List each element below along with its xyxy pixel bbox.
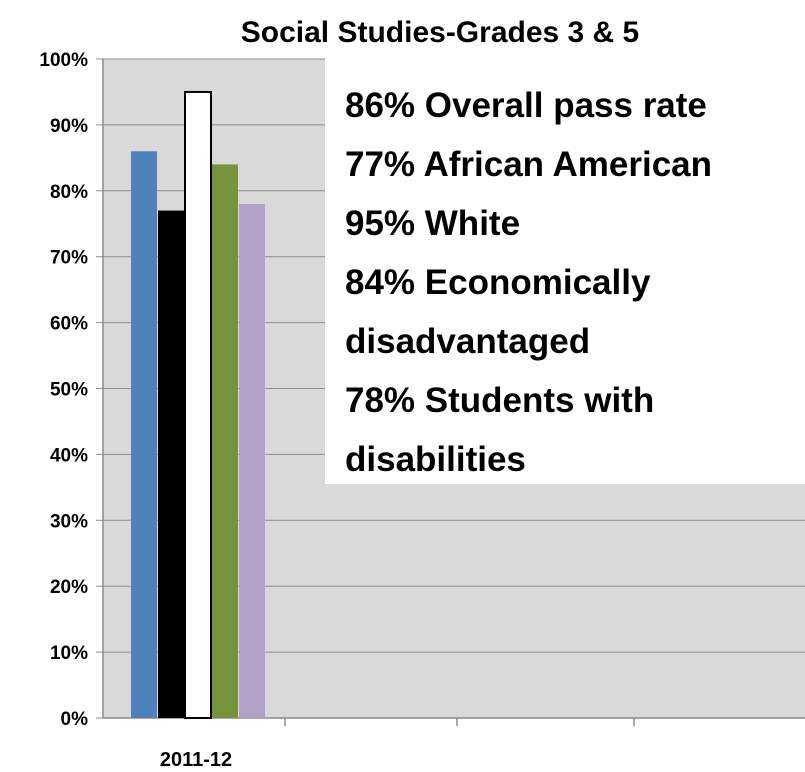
bars (131, 90, 265, 719)
y-tick-label: 0% (61, 709, 89, 730)
annotation-line: 84% Economically (345, 263, 651, 302)
annotation-line: disabilities (345, 440, 526, 479)
annotation-line: 78% Students with (345, 381, 655, 420)
annotation-line: 86% Overall pass rate (345, 86, 707, 125)
bar (158, 210, 184, 718)
x-category-label: 2011-12 (160, 749, 232, 771)
annotation-line: 77% African American (345, 145, 713, 184)
y-tick-label: 40% (50, 445, 88, 466)
bar (212, 164, 238, 718)
annotation-box: 86% Overall pass rate 77% African America… (325, 58, 805, 484)
y-tick-label: 90% (50, 116, 88, 137)
y-axis-ticks: 0% 10% 20% 30% 40% 50% 60% 70% 80% 90% 100% (39, 50, 103, 730)
x-axis-labels: 2011-12 (160, 749, 232, 771)
y-tick-label: 20% (50, 577, 88, 598)
y-tick-label: 100% (39, 50, 88, 71)
y-tick-label: 30% (50, 511, 88, 532)
annotation-line: 95% White (345, 204, 521, 243)
y-tick-label: 60% (50, 314, 88, 335)
annotation-list: 86% Overall pass rate 77% African America… (325, 76, 805, 489)
y-tick-label: 80% (50, 182, 88, 203)
y-tick-label: 50% (50, 380, 88, 401)
bar (239, 203, 265, 719)
bar (131, 151, 157, 718)
y-tick-label: 70% (50, 248, 88, 269)
bar (184, 90, 212, 719)
chart-title: Social Studies-Grades 3 & 5 (241, 16, 639, 49)
y-tick-label: 10% (50, 643, 88, 664)
annotation-line: disadvantaged (345, 322, 591, 361)
